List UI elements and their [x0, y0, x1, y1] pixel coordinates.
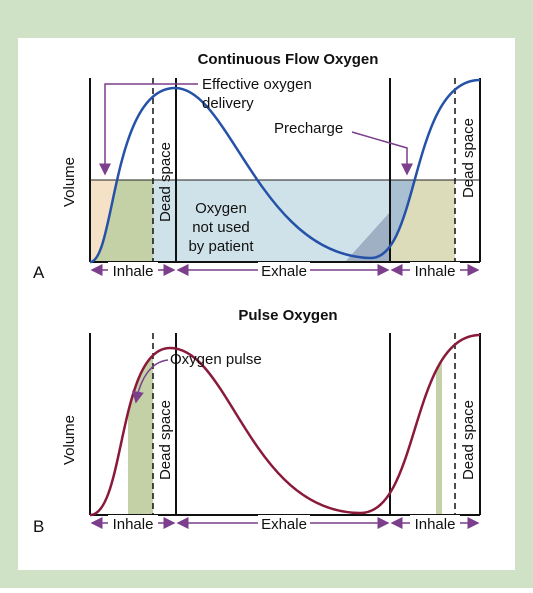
callout-arrow: [131, 359, 169, 404]
note: not used: [192, 219, 250, 236]
panel-letter: A: [33, 263, 45, 282]
phase-label: Exhale: [261, 263, 307, 280]
note: Oxygen: [195, 200, 247, 217]
pulse-area: [436, 360, 442, 515]
volume-curve: [89, 333, 481, 517]
phase-label: Inhale: [415, 516, 456, 533]
volume-curve: [89, 78, 481, 264]
dead-space-lines: [152, 333, 456, 515]
phase-label: Inhale: [113, 516, 154, 533]
phase-arrows: [90, 262, 480, 278]
effective-area: [90, 180, 153, 262]
panel-letter: B: [33, 517, 44, 536]
dead-space-label: Dead space: [157, 400, 174, 480]
dead-space-label: Dead space: [460, 400, 477, 480]
panel-b-title: Pulse Oxygen: [238, 307, 337, 324]
phase-label: Inhale: [113, 263, 154, 280]
phase-arrows: [90, 515, 480, 531]
y-label: Volume: [61, 157, 78, 207]
region: [390, 180, 455, 262]
callout: Precharge: [274, 120, 343, 137]
callout-arrow: [99, 83, 198, 176]
callout: delivery: [202, 95, 254, 112]
dead-space-lines: [152, 78, 456, 262]
dead-space-label: Dead space: [460, 118, 477, 198]
unused-area: [153, 180, 390, 262]
callout: Effective oxygen: [202, 76, 312, 93]
y-label: Volume: [61, 415, 78, 465]
note: by patient: [188, 238, 254, 255]
dead-space-label: Dead space: [157, 142, 174, 222]
phase-label: Inhale: [415, 263, 456, 280]
phase-label: Exhale: [261, 516, 307, 533]
panel-a-title: Continuous Flow Oxygen: [198, 51, 379, 68]
callout-arrow: [351, 131, 413, 176]
callout: Oxygen pulse: [170, 351, 262, 368]
precharge-area: [345, 212, 390, 262]
